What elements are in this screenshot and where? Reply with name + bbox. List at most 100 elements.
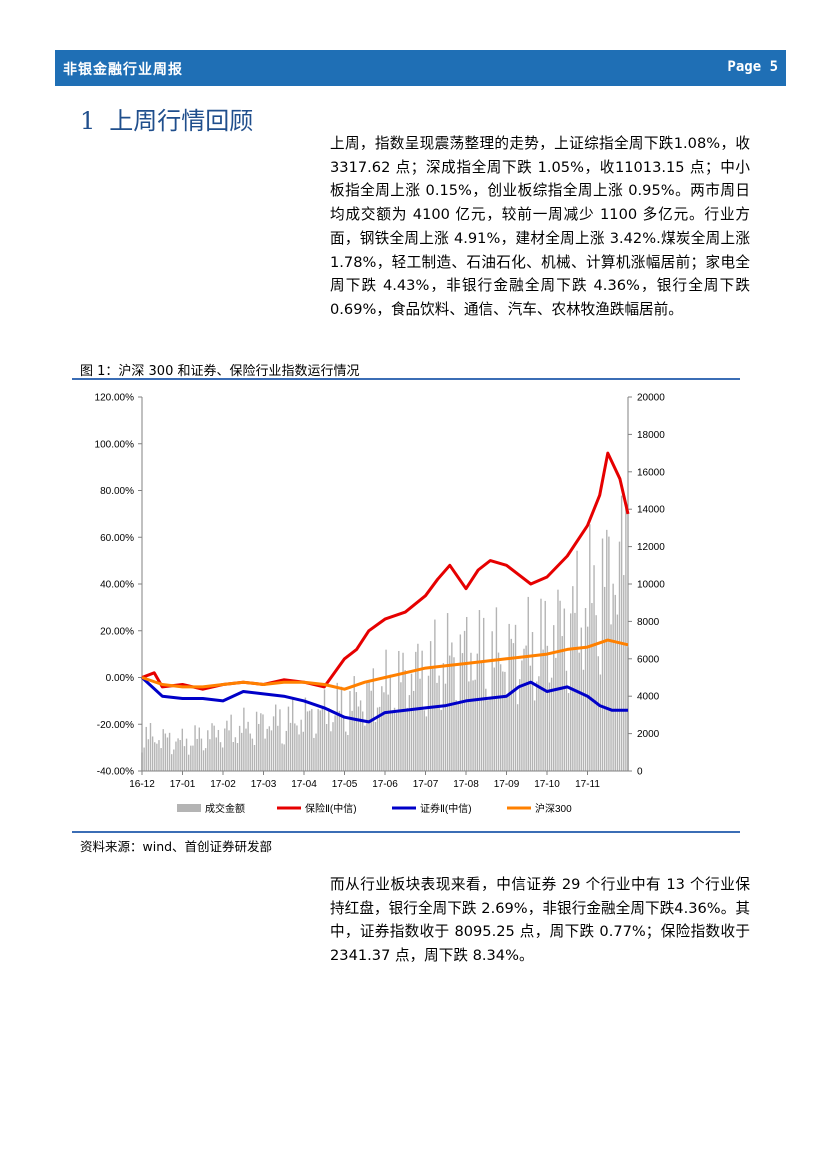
volume-bar [340, 686, 343, 771]
volume-bar [506, 697, 508, 771]
volume-bar [349, 691, 351, 771]
volume-bar [281, 743, 283, 771]
x-axis-tick-label: 17-01 [170, 779, 196, 790]
volume-bar [597, 656, 599, 771]
volume-bar [145, 726, 147, 771]
volume-bar [198, 727, 201, 771]
volume-bar [491, 631, 493, 771]
volume-bar [342, 717, 345, 771]
volume-bar [544, 600, 546, 771]
volume-bar [196, 738, 198, 771]
left-axis-tick-label: -40.00% [97, 767, 134, 778]
x-axis-tick-label: 16-12 [129, 779, 155, 790]
volume-bar [391, 710, 394, 771]
volume-bar [315, 733, 317, 771]
volume-bar [345, 731, 347, 771]
left-axis-tick-label: 100.00% [95, 439, 135, 450]
volume-bar [572, 586, 574, 771]
volume-bar [461, 653, 464, 771]
volume-bar [546, 645, 549, 771]
volume-bar [586, 626, 589, 771]
x-axis-tick-label: 17-08 [453, 779, 479, 790]
volume-bar [228, 730, 230, 771]
volume-bar [493, 667, 495, 771]
volume-bar [620, 495, 623, 771]
legend-label: 证券Ⅱ(中信) [420, 802, 472, 815]
volume-bar [319, 710, 321, 771]
volume-bar [359, 700, 362, 771]
volume-bar [230, 714, 232, 771]
volume-bar [533, 700, 536, 771]
volume-bar [536, 681, 538, 771]
volume-bar [625, 504, 627, 771]
volume-bar [243, 707, 245, 771]
volume-bar [474, 679, 476, 771]
volume-bar [453, 657, 455, 771]
volume-bar [149, 723, 152, 771]
left-axis-tick-label: 80.00% [100, 486, 134, 497]
volume-bar [364, 725, 366, 771]
right-axis-tick-label: 0 [637, 767, 643, 778]
volume-bar [306, 711, 309, 771]
volume-bar [291, 697, 294, 771]
right-axis-tick-label: 4000 [637, 692, 660, 703]
volume-bar [351, 710, 353, 771]
x-axis-tick-label: 17-06 [372, 779, 398, 790]
volume-bar [338, 710, 341, 771]
volume-bar [512, 643, 515, 771]
volume-bar [226, 720, 228, 771]
volume-bar [221, 747, 224, 771]
volume-bar [599, 674, 602, 771]
market-review-paragraph: 上周，指数呈现震荡整理的走势，上证综指全周下跌1.08%，收 3317.62 点… [330, 135, 750, 318]
volume-bar [283, 744, 285, 771]
volume-bar [542, 649, 544, 771]
volume-bar [499, 664, 502, 771]
volume-bar [277, 725, 279, 771]
volume-bar [406, 707, 408, 771]
volume-bar [249, 733, 251, 771]
right-axis-tick-label: 14000 [637, 505, 665, 516]
section-title: 1 上周行情回顾 [80, 101, 253, 136]
volume-bar [440, 709, 442, 771]
volume-bar [419, 678, 421, 771]
x-axis-tick-label: 17-11 [575, 779, 600, 790]
volume-bar [224, 728, 226, 771]
volume-bar [300, 719, 302, 771]
volume-bar [502, 671, 504, 771]
volume-bar [298, 734, 300, 771]
volume-bar [561, 636, 563, 771]
series-line [141, 451, 630, 691]
volume-bar [154, 742, 156, 771]
volume-bar [553, 625, 555, 771]
volume-bar [362, 711, 364, 771]
right-axis-tick-label: 10000 [637, 580, 665, 591]
volume-bar [593, 565, 595, 771]
volume-bar [200, 738, 203, 771]
volume-bar [457, 701, 459, 771]
volume-bar [245, 728, 247, 771]
volume-bar [559, 600, 561, 771]
volume-bar [202, 750, 205, 771]
volume-bar [408, 695, 411, 771]
volume-bar [438, 675, 440, 771]
legend-label: 沪深300 [535, 802, 572, 815]
volume-bar [504, 671, 506, 771]
volume-bar [160, 748, 162, 771]
volume-bar [601, 538, 604, 771]
volume-bar [412, 690, 415, 771]
volume-bar [385, 649, 387, 771]
volume-bar [395, 712, 398, 771]
volume-bar [444, 683, 447, 771]
volume-bar [289, 722, 292, 771]
volume-bar [415, 651, 417, 771]
volume-bar [489, 698, 491, 771]
volume-bar [578, 652, 580, 771]
series-line [141, 638, 629, 691]
volume-bar [270, 730, 273, 771]
volume-bar [521, 660, 523, 771]
right-axis-tick-label: 8000 [637, 617, 660, 628]
right-axis-tick-label: 16000 [637, 467, 665, 478]
volume-bar [376, 707, 379, 771]
volume-bar [468, 681, 470, 771]
volume-bar [427, 675, 430, 771]
